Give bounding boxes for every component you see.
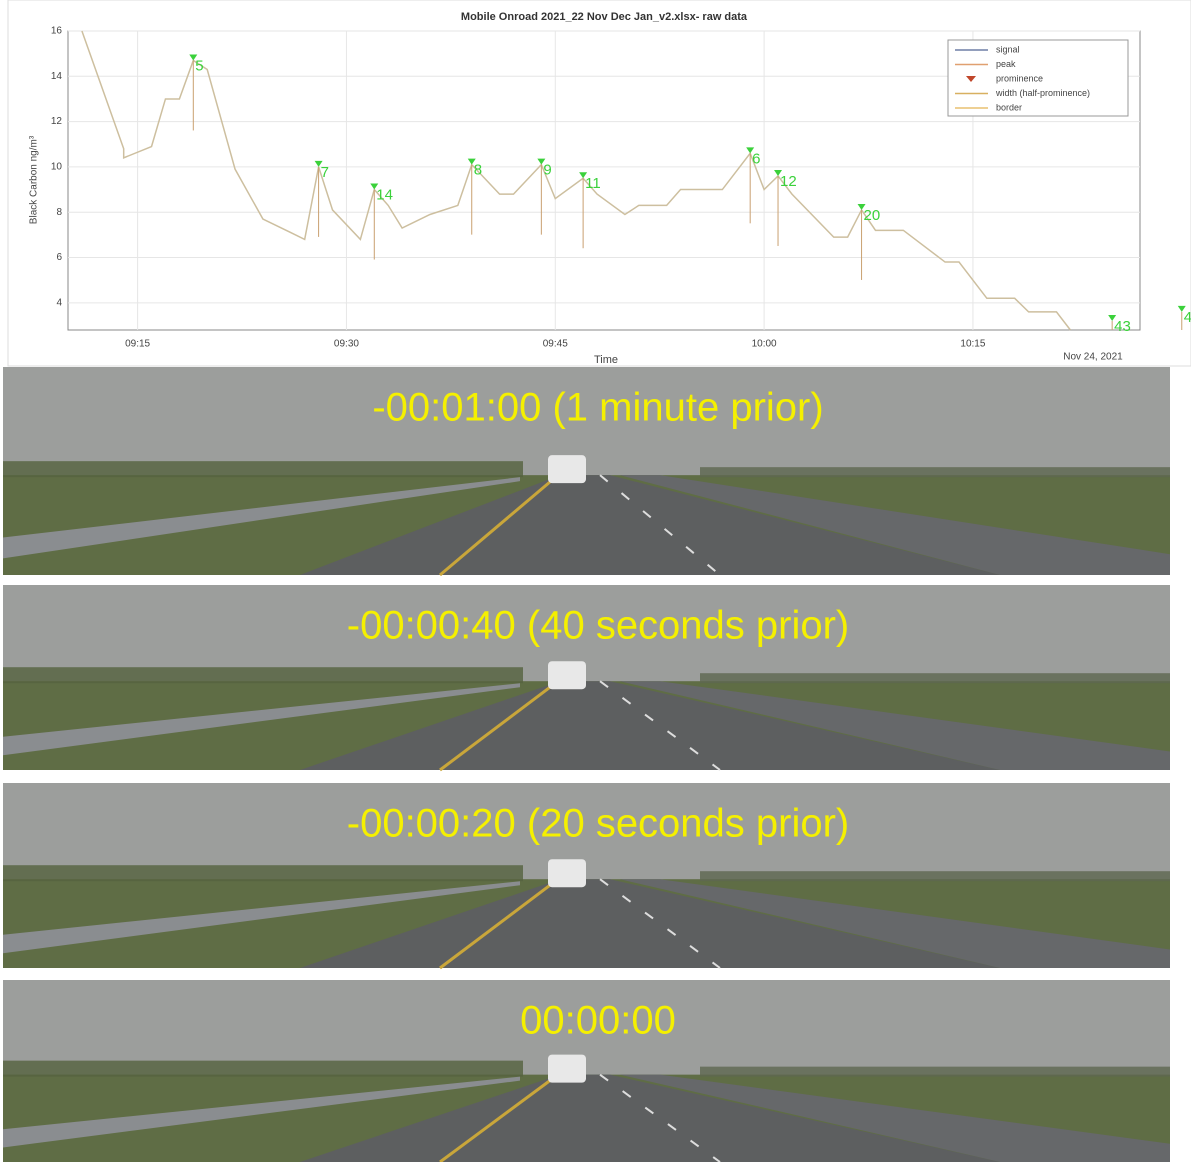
y-tick-label: 4 <box>56 297 62 308</box>
x-tick-label: 09:30 <box>334 339 359 350</box>
guard-rail <box>3 1076 520 1148</box>
peak-marker <box>857 203 866 210</box>
y-axis-label: Black Carbon ng/m³ <box>29 135 40 224</box>
vehicle <box>548 455 586 484</box>
legend-box <box>947 39 1129 117</box>
peak-label: 14 <box>376 187 393 204</box>
y-tick-label: 14 <box>51 71 63 82</box>
peak-label: 5 <box>195 57 203 74</box>
peak-label: 6 <box>752 150 760 167</box>
tree-line <box>3 667 523 684</box>
peak-label: 9 <box>543 162 551 179</box>
vehicle <box>548 859 586 888</box>
peak-marker <box>1177 305 1186 312</box>
tree-line <box>700 1066 1170 1077</box>
tree-line <box>700 467 1170 478</box>
peak-marker <box>1108 314 1117 321</box>
tree-line <box>3 461 523 478</box>
photo-panel: -00:00:20 (20 seconds prior) <box>3 783 1170 970</box>
panel-caption: -00:01:00 (1 minute prior) <box>372 386 823 430</box>
peak-label: 7 <box>321 164 329 181</box>
peak-label: 11 <box>585 175 601 192</box>
signal-line <box>81 30 1071 331</box>
road <box>300 475 1000 575</box>
peak-label: 20 <box>864 207 881 224</box>
y-tick-label: 12 <box>51 116 63 127</box>
guard-rail <box>3 683 520 756</box>
legend-label: border <box>996 102 1022 112</box>
vehicle <box>548 661 586 690</box>
peak-label: 43 <box>1114 318 1131 335</box>
peak-marker <box>774 169 783 176</box>
peak-marker <box>579 172 588 179</box>
y-tick-label: 10 <box>51 162 63 173</box>
x-tick-label: 10:15 <box>960 339 985 350</box>
road <box>300 879 1000 968</box>
legend-label: width (half-prominence) <box>995 88 1090 98</box>
lane-line <box>439 474 559 577</box>
road <box>620 475 1170 575</box>
photo-panel: 00:00:00 <box>3 980 1170 1164</box>
peak-marker <box>746 147 755 154</box>
panel-caption: -00:00:20 (20 seconds prior) <box>347 802 850 846</box>
lane-line <box>439 680 559 772</box>
tree-line <box>3 1060 523 1077</box>
x-tick-label: 10:00 <box>752 339 777 350</box>
legend-label: signal <box>996 44 1020 54</box>
peak-label: 8 <box>474 162 482 179</box>
road <box>300 681 1000 770</box>
tree-line <box>700 871 1170 882</box>
y-tick-label: 6 <box>56 252 62 263</box>
legend-label: peak <box>996 59 1016 69</box>
date-label: Nov 24, 2021 <box>1063 352 1123 363</box>
chart-title: Mobile Onroad 2021_22 Nov Dec Jan_v2.xls… <box>461 11 748 23</box>
y-tick-label: 16 <box>51 26 63 37</box>
peak-label: 12 <box>780 173 797 190</box>
lane-line <box>439 1073 559 1164</box>
tree-line <box>700 673 1170 684</box>
peak-label: 41 <box>1184 309 1191 326</box>
lane-line <box>439 878 559 970</box>
panel-caption: -00:00:40 (40 seconds prior) <box>347 604 850 648</box>
x-tick-label: 09:45 <box>543 339 568 350</box>
road <box>620 1074 1170 1162</box>
peak-marker <box>467 158 476 165</box>
peak-marker <box>370 183 379 190</box>
tree-line <box>3 865 523 882</box>
peak-marker <box>189 54 198 61</box>
panel-caption: 00:00:00 <box>520 999 676 1043</box>
legend-label: prominence <box>996 73 1043 83</box>
peak-marker <box>314 160 323 167</box>
guard-rail <box>3 477 520 559</box>
legend-swatch <box>966 76 976 82</box>
x-tick-label: 09:15 <box>125 339 150 350</box>
road <box>620 879 1170 968</box>
y-tick-label: 8 <box>56 207 62 218</box>
vehicle <box>548 1054 586 1083</box>
road <box>620 681 1170 770</box>
photo-panel: -00:01:00 (1 minute prior) <box>3 367 1170 577</box>
guard-rail <box>3 881 520 954</box>
road <box>300 1074 1000 1162</box>
peak-marker <box>537 158 546 165</box>
photo-panel: -00:00:40 (40 seconds prior) <box>3 585 1170 772</box>
x-axis-label: Time <box>594 354 618 366</box>
